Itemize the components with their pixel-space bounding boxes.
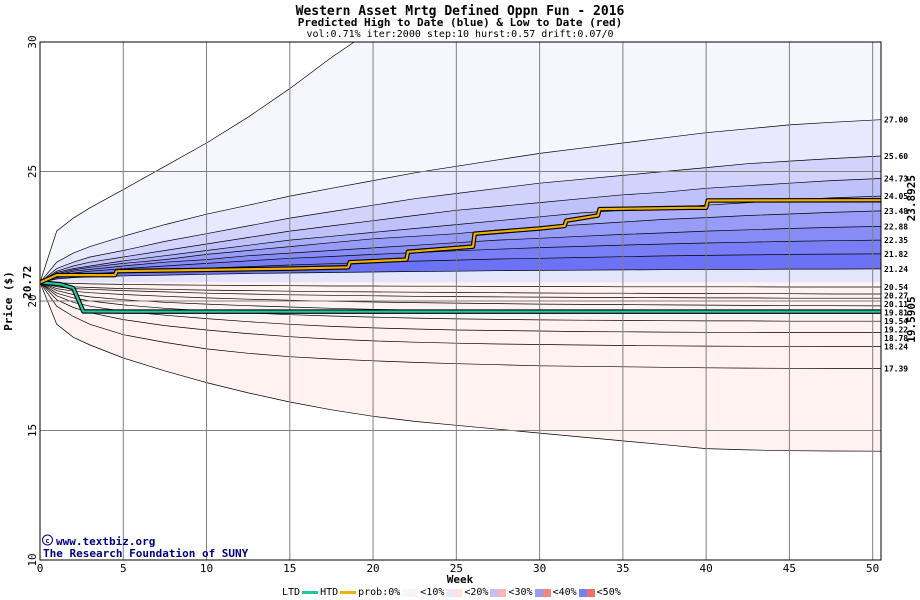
high-band-24.73: [40, 178, 881, 283]
band-label-18.24: 18.24: [884, 343, 908, 352]
legend-20-swatch: [490, 588, 507, 597]
high-band-line-24.73: [40, 178, 881, 283]
band-label-22.88: 22.88: [884, 222, 908, 231]
copyright-icon: [42, 534, 53, 546]
high-band-line-22.88: [40, 226, 881, 283]
band-label-21.82: 21.82: [884, 250, 908, 259]
band-label-19.22: 19.22: [884, 326, 908, 335]
y-tick-10: 10: [26, 553, 39, 566]
high-band-21.24: [40, 268, 881, 283]
band-label-25.60: 25.60: [884, 152, 908, 161]
band-label-17.39: 17.39: [884, 365, 908, 374]
low-band-line-20.11: [40, 282, 881, 299]
y-tick-25: 25: [26, 165, 39, 178]
low-band-line-19.22: [40, 282, 881, 322]
band-label-19.81: 19.81: [884, 309, 908, 318]
band-label-18.78: 18.78: [884, 334, 908, 343]
band-label-19.54: 19.54: [884, 317, 908, 326]
legend-prob0-label: prob:0%: [358, 587, 401, 598]
legend-50-label: <50%: [596, 587, 621, 598]
legend-ltd-label: LTD: [282, 587, 301, 598]
x-tick-5: 5: [120, 562, 127, 575]
y-tick-30: 30: [26, 35, 39, 48]
high-band-24.05: [40, 196, 881, 283]
band-label-20.11: 20.11: [884, 300, 908, 309]
htd-line: [40, 199, 881, 284]
chart-parameters: vol:0.71% iter:2000 step:10 hurst:0.57 d…: [306, 29, 613, 40]
high-band-22.35: [40, 240, 881, 283]
legend-20-label: <20%: [464, 587, 489, 598]
band-label-20.54: 20.54: [884, 283, 908, 292]
legend-htd-swatch: [340, 591, 357, 594]
band-label-20.27: 20.27: [884, 292, 908, 301]
low-band-14.2: [40, 282, 881, 452]
low-band-line-20.27: [40, 282, 881, 295]
band-label-27.00: 27.00: [884, 116, 908, 125]
svg-text:c: c: [45, 537, 49, 545]
high-band-line-27: [40, 119, 881, 283]
legend: LTD HTD prob:0% <10% <20% <30% <40% <50%: [282, 586, 621, 599]
legend-10-swatch: [446, 588, 463, 597]
x-tick-10: 10: [200, 562, 213, 575]
high-band-30: [40, 42, 881, 283]
low-band-line-17.39: [40, 282, 881, 369]
low-band-line-19.81: [40, 282, 881, 307]
high-band-23.48: [40, 210, 881, 283]
htd-end-label: 23.8925: [905, 175, 918, 221]
band-label-23.48: 23.48: [884, 207, 908, 216]
band-label-24.73: 24.73: [884, 174, 908, 183]
x-tick-15: 15: [283, 562, 296, 575]
legend-30-swatch: [534, 588, 551, 597]
low-band-line-18.24: [40, 282, 881, 347]
chart-title: Western Asset Mrtg Defined Oppn Fun - 20…: [296, 4, 625, 19]
y-tick-20: 20: [26, 294, 39, 307]
x-tick-20: 20: [366, 562, 379, 575]
legend-prob0-swatch: [402, 588, 419, 597]
band-end-labels: 27.00 25.60 24.73 24.05 23.48 22.88 22.35 21.82…: [884, 116, 908, 374]
axis-ticks: 0 5 10 15 20 25 30 35 40 45 50 10 15 20 25 30: [26, 35, 879, 575]
high-band-line-30: [40, 42, 355, 283]
high-band-21.82: [40, 253, 881, 283]
legend-30-label: <30%: [508, 587, 533, 598]
legend-10-label: <10%: [420, 587, 445, 598]
x-tick-50: 50: [866, 562, 879, 575]
x-tick-30: 30: [533, 562, 546, 575]
high-band-22.88: [40, 226, 881, 283]
series-lines: [40, 197, 881, 314]
high-band-25.6: [40, 156, 881, 283]
legend-htd-label: HTD: [320, 587, 339, 598]
plot-frame: [39, 41, 882, 561]
ltd-end-label: 19.5905: [905, 296, 918, 342]
x-axis-label: Week: [447, 573, 474, 586]
y-axis-label: Price ($): [2, 271, 15, 331]
watermark-url: www.textbiz.org: [56, 535, 155, 548]
high-band-27: [40, 119, 881, 283]
legend-ltd-swatch: [302, 591, 319, 594]
legend-40-label: <40%: [552, 587, 577, 598]
watermark-organization: The Research Foundation of SUNY: [43, 547, 249, 560]
legend-40-swatch: [578, 588, 595, 597]
low-band-line-14.2: [40, 282, 881, 452]
x-tick-35: 35: [616, 562, 629, 575]
probability-bands: [40, 42, 881, 452]
x-tick-25: 25: [450, 562, 463, 575]
ltd-line: [40, 281, 881, 313]
high-band-line-25.6: [40, 155, 881, 283]
band-label-24.05: 24.05: [884, 192, 908, 201]
watermark: c www.textbiz.org The Research Foundatio…: [42, 534, 249, 560]
high-band-line-21.82: [40, 253, 881, 283]
high-band-line-24.05: [40, 195, 881, 283]
chart-subtitle: Predicted High to Date (blue) & Low to D…: [298, 16, 623, 29]
band-label-21.24: 21.24: [884, 265, 908, 274]
x-tick-45: 45: [783, 562, 796, 575]
low-band-line-20.54: [40, 282, 881, 288]
y-tick-15: 15: [26, 424, 39, 437]
x-tick-40: 40: [700, 562, 713, 575]
band-label-22.35: 22.35: [884, 236, 908, 245]
high-band-line-23.48: [40, 210, 881, 283]
start-price-label: 20.72: [21, 266, 34, 299]
x-tick-0: 0: [37, 562, 44, 575]
